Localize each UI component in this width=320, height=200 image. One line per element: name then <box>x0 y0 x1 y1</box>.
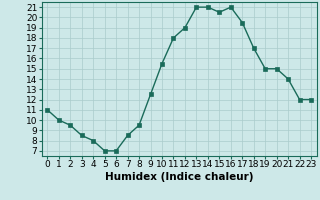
X-axis label: Humidex (Indice chaleur): Humidex (Indice chaleur) <box>105 172 253 182</box>
